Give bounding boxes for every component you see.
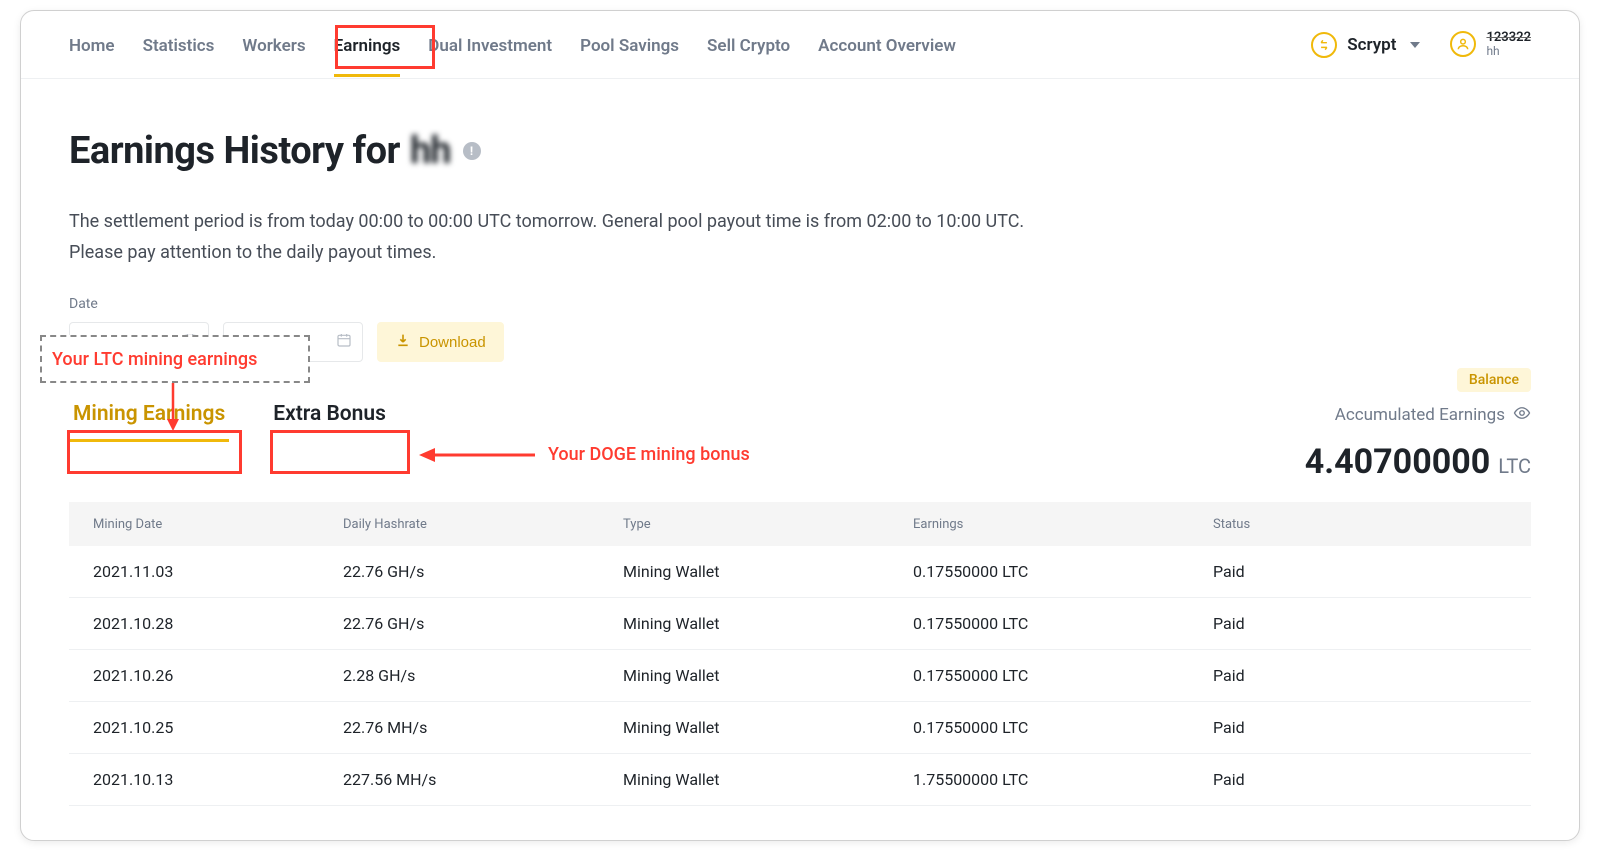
table-cell: Mining Wallet	[623, 718, 913, 737]
download-label: Download	[419, 334, 486, 351]
table-header: Mining DateDaily HashrateTypeEarningsSta…	[69, 502, 1531, 546]
table-cell: Mining Wallet	[623, 770, 913, 789]
tab-extra-bonus[interactable]: Extra Bonus	[269, 392, 390, 442]
page-title: Earnings History for	[69, 129, 400, 173]
table-cell: Mining Wallet	[623, 614, 913, 633]
col-daily-hashrate: Daily Hashrate	[343, 517, 623, 532]
algorithm-selector[interactable]: Scrypt	[1311, 32, 1420, 58]
col-earnings: Earnings	[913, 517, 1213, 532]
table-row: 2021.11.0322.76 GH/sMining Wallet0.17550…	[69, 546, 1531, 598]
user-id: 123322	[1486, 31, 1531, 45]
table-cell: Paid	[1213, 666, 1507, 685]
balance-badge[interactable]: Balance	[1457, 368, 1531, 392]
table-row: 2021.10.2522.76 MH/sMining Wallet0.17550…	[69, 702, 1531, 754]
nav-item-sell-crypto[interactable]: Sell Crypto	[707, 14, 790, 76]
table-cell: 2021.10.28	[93, 614, 343, 633]
table-body: 2021.11.0322.76 GH/sMining Wallet0.17550…	[69, 546, 1531, 806]
table-cell: 22.76 MH/s	[343, 718, 623, 737]
table-cell: 227.56 MH/s	[343, 770, 623, 789]
table-cell: Paid	[1213, 718, 1507, 737]
accumulated-earnings-unit: LTC	[1498, 454, 1531, 478]
info-icon[interactable]: !	[463, 142, 481, 160]
table-cell: 22.76 GH/s	[343, 614, 623, 633]
date-filter-label: Date	[69, 296, 1531, 312]
nav-item-dual-investment[interactable]: Dual Investment	[428, 14, 552, 76]
page-title-row: Earnings History for hh !	[69, 129, 1531, 173]
table-cell: 0.17550000 LTC	[913, 562, 1213, 581]
nav-item-home[interactable]: Home	[69, 14, 115, 76]
date-start-placeholder: Start	[80, 333, 112, 351]
desc-line-1: The settlement period is from today 00:0…	[69, 207, 1531, 238]
table-cell: 0.17550000 LTC	[913, 718, 1213, 737]
algorithm-icon	[1311, 32, 1337, 58]
earnings-table: Mining DateDaily HashrateTypeEarningsSta…	[69, 502, 1531, 806]
download-button[interactable]: Download	[377, 322, 504, 362]
user-subaccount: hh	[1486, 45, 1531, 58]
table-cell: Paid	[1213, 562, 1507, 581]
table-cell: 0.17550000 LTC	[913, 614, 1213, 633]
tab-mining-earnings[interactable]: Mining Earnings	[69, 392, 229, 442]
page-title-account: hh	[410, 129, 451, 173]
algorithm-label: Scrypt	[1347, 35, 1396, 55]
table-cell: Paid	[1213, 770, 1507, 789]
desc-line-2: Please pay attention to the daily payout…	[69, 238, 1531, 269]
date-end-placeholder: End	[234, 333, 259, 351]
table-cell: Mining Wallet	[623, 666, 913, 685]
table-cell: 2.28 GH/s	[343, 666, 623, 685]
table-cell: 22.76 GH/s	[343, 562, 623, 581]
nav-items: Home Statistics Workers Earnings Dual Invest…	[69, 14, 956, 76]
table-cell: 0.17550000 LTC	[913, 666, 1213, 685]
user-avatar-icon	[1450, 31, 1476, 57]
nav-item-pool-savings[interactable]: Pool Savings	[580, 14, 679, 76]
col-status: Status	[1213, 517, 1507, 532]
col-type: Type	[623, 517, 913, 532]
accumulated-earnings-value: 4.40700000	[1305, 442, 1490, 482]
nav-item-earnings[interactable]: Earnings	[334, 14, 401, 76]
table-cell: 2021.10.13	[93, 770, 343, 789]
table-row: 2021.10.13227.56 MH/sMining Wallet1.7550…	[69, 754, 1531, 806]
table-row: 2021.10.2822.76 GH/sMining Wallet0.17550…	[69, 598, 1531, 650]
table-cell: 2021.10.26	[93, 666, 343, 685]
date-start-input[interactable]: Start	[69, 322, 209, 362]
nav-item-workers[interactable]: Workers	[242, 14, 305, 76]
user-menu[interactable]: 123322 hh	[1450, 31, 1531, 58]
nav-item-statistics[interactable]: Statistics	[143, 14, 215, 76]
calendar-icon	[336, 332, 352, 352]
nav-item-account-overview[interactable]: Account Overview	[818, 14, 956, 76]
top-nav: Home Statistics Workers Earnings Dual Invest…	[21, 11, 1579, 79]
date-end-input[interactable]: End	[223, 322, 363, 362]
col-mining-date: Mining Date	[93, 517, 343, 532]
calendar-icon	[182, 332, 198, 352]
table-cell: 2021.10.25	[93, 718, 343, 737]
download-icon	[395, 332, 411, 352]
table-cell: 1.75500000 LTC	[913, 770, 1213, 789]
table-cell: Mining Wallet	[623, 562, 913, 581]
settlement-description: The settlement period is from today 00:0…	[69, 207, 1531, 268]
chevron-down-icon	[1410, 42, 1420, 48]
table-row: 2021.10.262.28 GH/sMining Wallet0.175500…	[69, 650, 1531, 702]
table-cell: 2021.11.03	[93, 562, 343, 581]
table-cell: Paid	[1213, 614, 1507, 633]
